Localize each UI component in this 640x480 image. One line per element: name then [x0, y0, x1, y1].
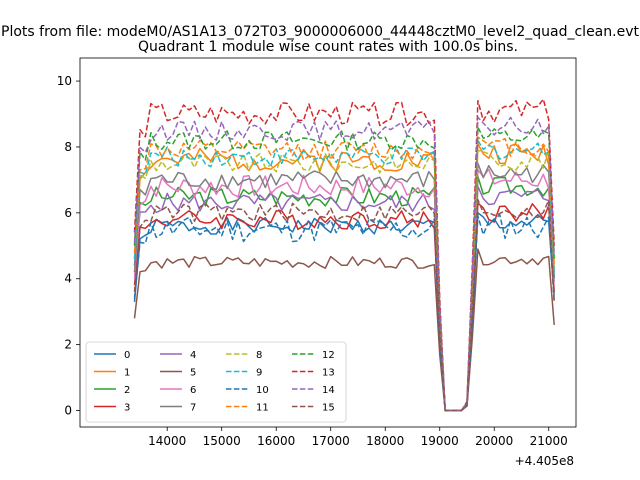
chart-title: Quadrant 1 module wise count rates with …	[138, 39, 518, 55]
y-tick-label: 10	[57, 74, 72, 88]
series-layer	[133, 98, 555, 412]
x-axis-offset-label: +4.405e8	[515, 454, 574, 468]
x-tick-label: 16000	[257, 434, 295, 448]
x-axis: 14000 15000 16000 17000 18000 19000 20000 21000	[148, 427, 568, 448]
series-line-8	[133, 149, 555, 412]
legend-label-2: 2	[124, 385, 130, 396]
legend-label-10: 10	[256, 385, 269, 396]
legend-label-9: 9	[256, 368, 262, 379]
y-tick-label: 2	[64, 338, 72, 352]
series-line-12	[133, 126, 555, 412]
x-tick-label: 18000	[366, 434, 404, 448]
legend-label-7: 7	[190, 403, 196, 414]
series-line-3	[133, 202, 555, 412]
series-line-13	[133, 98, 555, 412]
y-tick-label: 6	[64, 206, 72, 220]
legend-label-11: 11	[256, 403, 269, 414]
legend-label-0: 0	[124, 350, 130, 361]
figure-suptitle: Plots from file: modeM0/AS1A13_072T03_90…	[1, 24, 639, 40]
y-tick-label: 4	[64, 272, 72, 286]
series-line-10	[133, 213, 555, 412]
series-line-14	[133, 116, 555, 412]
legend-label-13: 13	[322, 368, 335, 379]
legend-label-3: 3	[124, 403, 130, 414]
legend-label-15: 15	[322, 403, 335, 414]
x-tick-label: 20000	[475, 434, 513, 448]
legend-label-5: 5	[190, 368, 196, 379]
x-tick-label: 19000	[421, 434, 459, 448]
legend-label-12: 12	[322, 350, 335, 361]
series-line-9	[133, 139, 555, 412]
y-axis: 0 2 4 6 8 10	[57, 74, 80, 418]
series-line-15	[133, 198, 555, 412]
legend-label-1: 1	[124, 368, 130, 379]
legend-label-4: 4	[190, 350, 196, 361]
x-tick-label: 14000	[148, 434, 186, 448]
series-line-7	[133, 162, 555, 412]
legend-box	[85, 341, 347, 423]
series-line-11	[133, 136, 555, 412]
x-tick-label: 15000	[203, 434, 241, 448]
y-tick-label: 0	[64, 404, 72, 418]
legend-label-6: 6	[190, 385, 196, 396]
x-tick-label: 21000	[530, 434, 568, 448]
y-tick-label: 8	[64, 140, 72, 154]
x-tick-label: 17000	[312, 434, 350, 448]
legend-label-14: 14	[322, 385, 335, 396]
series-line-4	[133, 185, 555, 412]
series-line-1	[133, 142, 555, 412]
series-line-5	[133, 248, 555, 412]
legend-label-8: 8	[256, 350, 262, 361]
